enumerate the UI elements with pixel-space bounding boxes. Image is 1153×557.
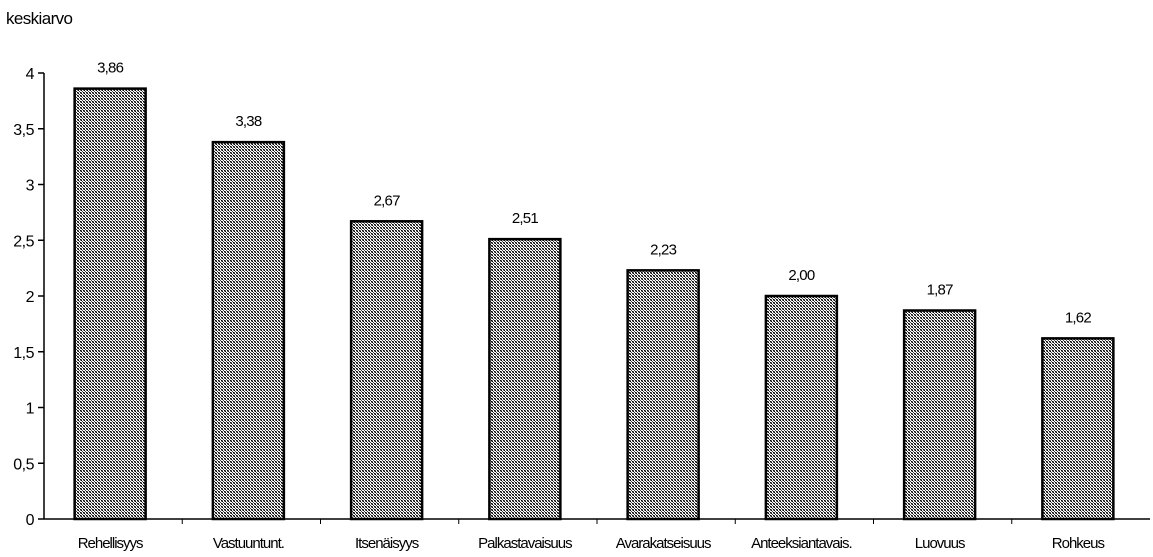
y-tick-label: 4 (26, 66, 35, 83)
y-tick-label: 3,5 (13, 122, 34, 139)
x-category-label: Palkastavaisuus (478, 535, 572, 552)
y-axis: 0 0,5 1 1,5 2 2,5 3 3,5 4 (13, 66, 45, 529)
bar (902, 309, 977, 521)
bar (488, 237, 562, 521)
x-category-label: Anteeksiantavais. (751, 535, 852, 552)
bar-value-label: 1,62 (1065, 309, 1091, 326)
x-category-label: Vastuuntunt. (213, 535, 284, 552)
value-labels: 3,86 3,38 2,67 2,51 2,23 2,00 1,87 1,62 (97, 60, 1092, 327)
bar-value-label: 2,23 (650, 241, 676, 258)
bar-value-label: 3,38 (235, 113, 261, 130)
y-tick-label: 1,5 (13, 345, 34, 362)
bar (73, 87, 147, 521)
x-category-label: Luovuus (915, 535, 965, 552)
bar (349, 220, 424, 521)
bar-value-label: 3,86 (97, 60, 123, 77)
y-axis-label: keskiarvo (6, 9, 73, 28)
bar-value-label: 1,87 (927, 281, 953, 298)
x-category-label: Rehellisyys (78, 535, 143, 552)
bar (764, 294, 839, 521)
y-tick-label: 3 (26, 178, 35, 195)
y-tick-label: 0 (26, 512, 35, 529)
y-tick-label: 2,5 (13, 233, 34, 250)
y-tick-label: 0,5 (13, 456, 34, 473)
bar (1041, 337, 1115, 521)
x-category-label: Avarakatseisuus (616, 535, 711, 552)
bar (211, 140, 286, 521)
x-category-label: Rohkeus (1052, 535, 1105, 552)
y-tick-label: 1 (26, 401, 35, 418)
y-tick-label: 2 (26, 289, 35, 306)
bar-value-label: 2,00 (788, 267, 814, 284)
x-category-label: Itsenäisyys (355, 535, 419, 552)
x-axis: Rehellisyys Vastuuntunt. Itsenäisyys Palkas… (44, 518, 1150, 552)
bar (626, 269, 700, 521)
bars (73, 87, 1115, 521)
bar-value-label: 2,67 (374, 192, 400, 209)
bar-value-label: 2,51 (512, 210, 538, 227)
